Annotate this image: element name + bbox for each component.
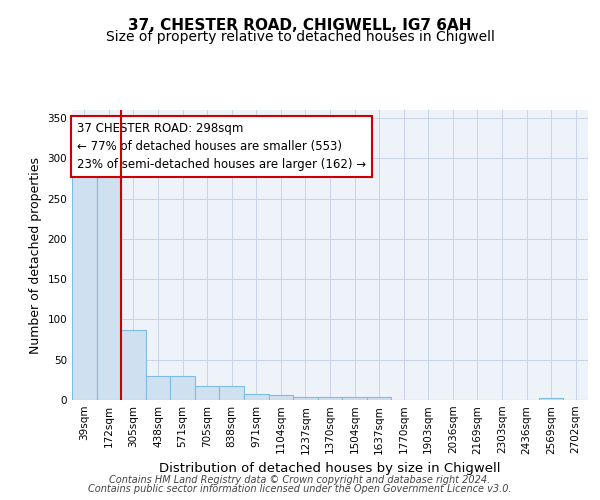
- Bar: [97, 166, 121, 400]
- Bar: [269, 395, 293, 400]
- Text: Contains public sector information licensed under the Open Government Licence v3: Contains public sector information licen…: [88, 484, 512, 494]
- Bar: [121, 330, 146, 400]
- Bar: [539, 398, 563, 400]
- Text: Contains HM Land Registry data © Crown copyright and database right 2024.: Contains HM Land Registry data © Crown c…: [109, 475, 491, 485]
- Bar: [293, 397, 318, 400]
- Bar: [72, 174, 97, 400]
- X-axis label: Distribution of detached houses by size in Chigwell: Distribution of detached houses by size …: [159, 462, 501, 475]
- Text: Size of property relative to detached houses in Chigwell: Size of property relative to detached ho…: [106, 30, 494, 44]
- Bar: [367, 397, 391, 400]
- Text: 37 CHESTER ROAD: 298sqm
← 77% of detached houses are smaller (553)
23% of semi-d: 37 CHESTER ROAD: 298sqm ← 77% of detache…: [77, 122, 366, 170]
- Bar: [220, 386, 244, 400]
- Bar: [318, 397, 342, 400]
- Bar: [195, 386, 220, 400]
- Bar: [170, 376, 195, 400]
- Text: 37, CHESTER ROAD, CHIGWELL, IG7 6AH: 37, CHESTER ROAD, CHIGWELL, IG7 6AH: [128, 18, 472, 32]
- Y-axis label: Number of detached properties: Number of detached properties: [29, 156, 42, 354]
- Bar: [342, 397, 367, 400]
- Bar: [146, 376, 170, 400]
- Bar: [244, 394, 269, 400]
